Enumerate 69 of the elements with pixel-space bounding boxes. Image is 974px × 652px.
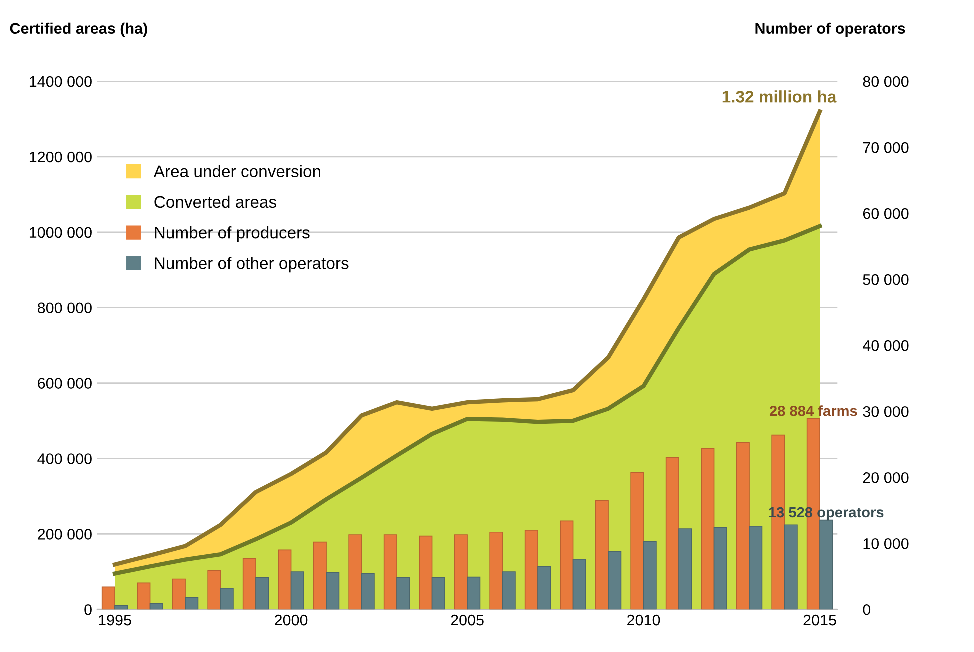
y-tick-label: 800 000	[38, 302, 92, 314]
bar	[185, 597, 199, 610]
x-tick-label: 1995	[99, 614, 132, 626]
bar	[396, 578, 410, 610]
bar	[608, 551, 622, 610]
bar	[467, 576, 481, 610]
bar	[313, 542, 327, 610]
y2-tick-label: 70 000	[863, 142, 909, 154]
bar	[666, 457, 680, 610]
y-tick-label: 400 000	[38, 454, 92, 464]
y2-tick-label: 20 000	[863, 472, 909, 484]
data-label: 1.32 million ha	[722, 90, 837, 103]
bar	[419, 536, 433, 610]
x-tick-label: 2000	[275, 614, 308, 626]
bar	[490, 532, 504, 610]
y2-tick-label: 80 000	[863, 76, 909, 88]
x-tick-label: 2010	[628, 614, 660, 626]
bar	[150, 603, 164, 610]
y-tick-label: 1400 000	[30, 76, 92, 88]
y2-tick-label: 30 000	[863, 406, 909, 418]
bar	[290, 572, 304, 610]
bar	[102, 586, 116, 610]
bar	[749, 526, 763, 610]
bar	[630, 472, 644, 610]
bar	[361, 574, 375, 610]
x-tick-label: 2005	[451, 614, 484, 626]
y-tick-label: 1000 000	[30, 227, 92, 238]
y2-axis-title: Number of operators	[756, 22, 906, 38]
bar	[820, 520, 834, 610]
bar	[560, 520, 574, 610]
bar	[643, 541, 657, 610]
legend-label: Number of other operators	[155, 257, 349, 273]
bar	[432, 578, 446, 610]
bar	[384, 534, 398, 610]
y-axis-title: Certified areas (ha)	[10, 22, 148, 38]
y-tick-label: 1200 000	[30, 152, 92, 163]
bar	[256, 578, 270, 610]
bar	[572, 559, 586, 610]
y2-tick-label: 0	[863, 604, 871, 616]
y2-tick-label: 60 000	[863, 208, 909, 220]
bar	[278, 550, 292, 610]
bar	[208, 570, 222, 610]
legend-label: Number of producers	[155, 226, 310, 242]
bar	[701, 448, 715, 610]
bar	[736, 442, 750, 610]
bar	[784, 524, 798, 610]
bar	[220, 588, 234, 610]
x-tick-label: 2015	[804, 614, 836, 626]
bar	[172, 578, 186, 610]
y2-tick-label: 50 000	[863, 274, 909, 286]
bar	[524, 530, 538, 610]
bar	[678, 528, 692, 610]
bar	[114, 605, 128, 610]
bar	[538, 566, 552, 610]
bar	[348, 534, 362, 610]
legend-label: Converted areas	[154, 196, 276, 208]
bar	[454, 534, 468, 610]
y-tick-label: 0	[84, 604, 92, 616]
legend-label: Area under conversion	[154, 165, 320, 178]
bar	[242, 558, 256, 610]
y2-tick-label: 40 000	[862, 340, 909, 352]
bar	[326, 572, 340, 610]
y-tick-label: 600 000	[38, 378, 92, 389]
y2-tick-label: 10 000	[864, 538, 909, 550]
bar	[714, 527, 728, 610]
bar	[137, 582, 151, 610]
bar	[595, 500, 609, 610]
bar	[502, 572, 516, 610]
y-tick-label: 200 000	[38, 529, 92, 540]
